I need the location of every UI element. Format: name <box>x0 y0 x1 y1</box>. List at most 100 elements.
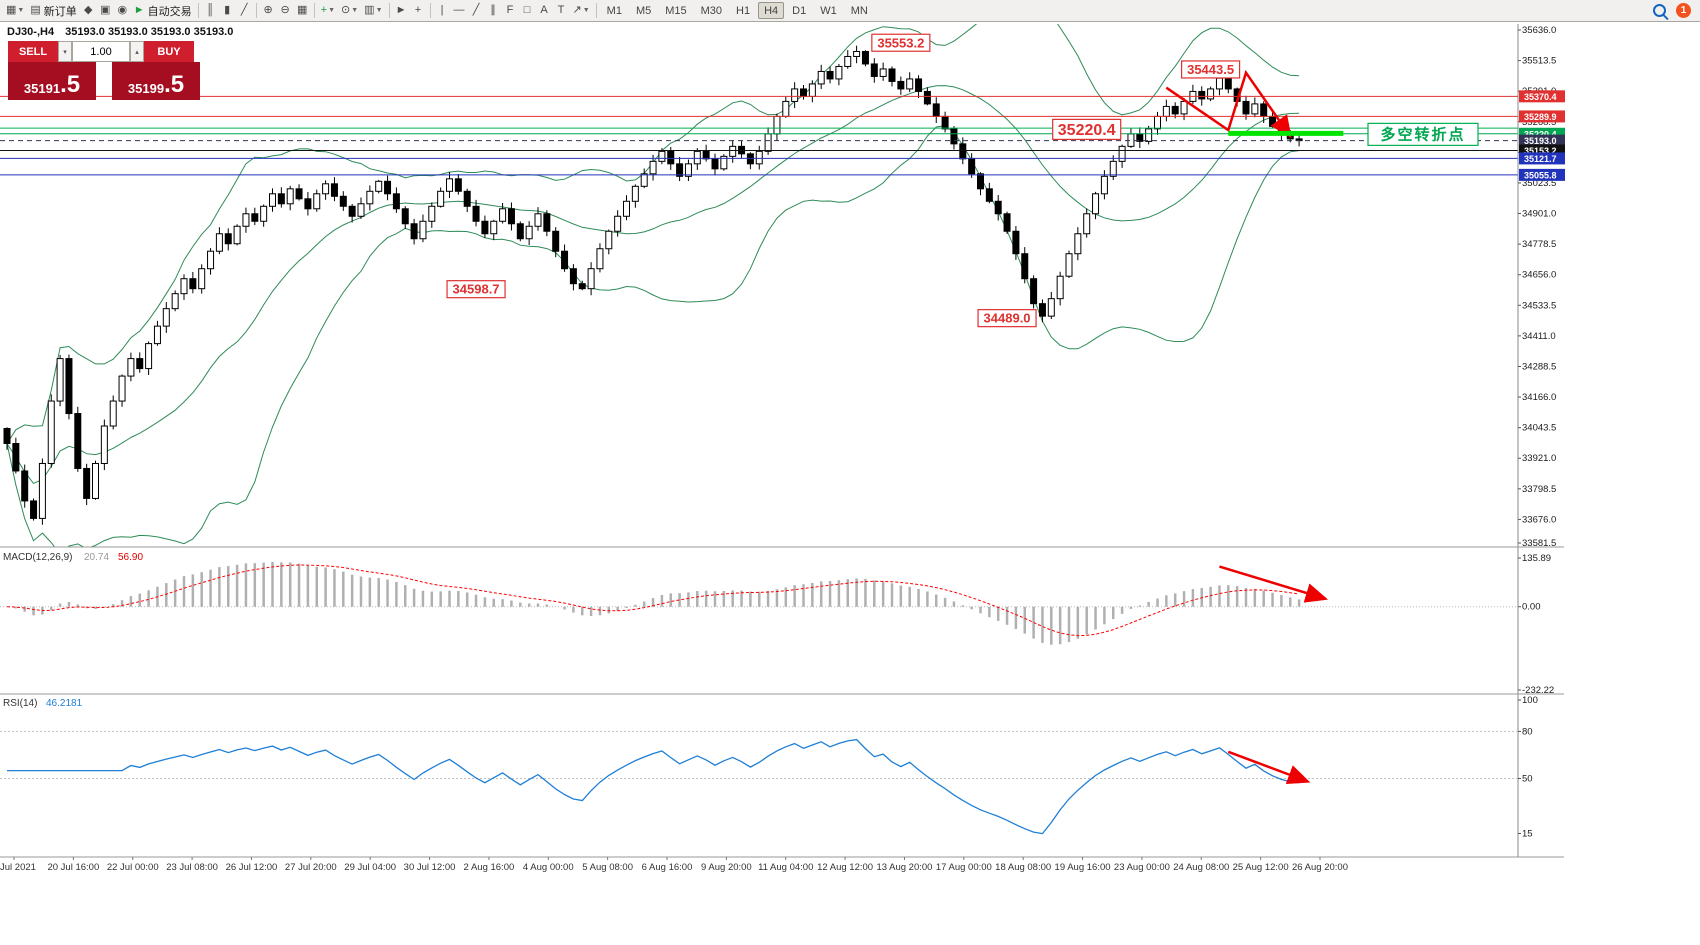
sell-price[interactable]: 35191.5 <box>8 62 96 100</box>
svg-text:35193.0: 35193.0 <box>1524 136 1557 146</box>
volume-input[interactable] <box>72 41 130 62</box>
chevron-down-icon: ▼ <box>351 7 359 14</box>
timeframe-mn-button[interactable]: MN <box>845 2 874 19</box>
search-icon <box>1653 4 1666 17</box>
timeframe-m15-button[interactable]: M15 <box>659 2 692 19</box>
trade-panel-gap <box>96 62 112 100</box>
autotrading-icon: ► <box>133 4 145 16</box>
timeframe-h4-button[interactable]: H4 <box>758 2 785 19</box>
equidistant-channel-icon: ∥ <box>490 4 496 16</box>
svg-text:23 Aug 00:00: 23 Aug 00:00 <box>1114 862 1170 873</box>
fibonacci-button[interactable]: F <box>502 2 519 20</box>
timeframe-h1-button[interactable]: H1 <box>730 2 756 19</box>
indicators-button[interactable]: + ▼ <box>318 2 338 20</box>
sell-button[interactable]: SELL <box>8 41 58 62</box>
svg-text:34288.5: 34288.5 <box>1522 361 1556 372</box>
svg-text:33676.0: 33676.0 <box>1522 514 1556 525</box>
zoom-out-button[interactable]: ⊖ <box>277 2 294 20</box>
line-chart-icon: ╱ <box>240 4 248 16</box>
metaeditor-button[interactable]: ◆ <box>80 2 97 20</box>
zoom-in-icon: ⊕ <box>263 4 273 16</box>
trendline-button[interactable]: ╱ <box>468 2 485 20</box>
svg-text:34901.0: 34901.0 <box>1522 209 1556 220</box>
notification-badge[interactable]: 1 <box>1676 3 1691 18</box>
trendline-icon: ╱ <box>472 4 480 16</box>
toolbar-separator <box>388 3 390 18</box>
candlestick-chart-button[interactable]: ▮ <box>219 2 236 20</box>
svg-text:多空转折点: 多空转折点 <box>1380 126 1465 144</box>
drawing-objects[interactable] <box>1165 69 1344 139</box>
svg-text:35153.2: 35153.2 <box>1524 146 1557 156</box>
svg-text:29 Jul 04:00: 29 Jul 04:00 <box>344 862 396 873</box>
toolbar-right-group: 1 <box>1648 1 1697 21</box>
vertical-line-button[interactable]: | <box>434 2 451 20</box>
svg-text:46.2181: 46.2181 <box>46 698 83 709</box>
line-chart-button[interactable]: ╱ <box>236 2 253 20</box>
svg-text:9 Jul 2021: 9 Jul 2021 <box>0 862 36 873</box>
price-annotation[interactable]: 35553.2 <box>871 33 931 52</box>
candles <box>3 45 1303 525</box>
bar-chart-icon: ║ <box>206 4 215 16</box>
svg-text:25 Aug 12:00: 25 Aug 12:00 <box>1233 862 1289 873</box>
crosshair-button[interactable]: + <box>410 2 427 20</box>
volume-increase-button[interactable]: ▴ <box>130 41 144 62</box>
new-chart-button[interactable]: ▦ ▼ <box>3 2 27 20</box>
svg-text:26 Aug 20:00: 26 Aug 20:00 <box>1292 862 1348 873</box>
terminal-button[interactable]: ▣ <box>97 2 114 20</box>
svg-text:-232.22: -232.22 <box>1522 685 1554 696</box>
zoom-in-button[interactable]: ⊕ <box>260 2 277 20</box>
price-axis[interactable]: 35636.035513.535391.035268.535146.035023… <box>1517 24 1565 857</box>
svg-text:20 Jul 16:00: 20 Jul 16:00 <box>47 862 99 873</box>
price-annotation[interactable]: 34489.0 <box>977 309 1037 328</box>
toolbar-left-group: ▦ ▼ ▤ 新订单 ◆ ▣ ◉ ► 自动交易 ║ ▮ ╱ ⊕ ⊖ ▦ + ▼ ⊙ ▼ ▥ ▼ ► + | — ╱ ∥ F □ A T ↗ ▼ <box>3 2 600 20</box>
bar-chart-button[interactable]: ║ <box>202 2 219 20</box>
svg-text:34778.5: 34778.5 <box>1522 239 1556 250</box>
toolbar-separator <box>255 3 257 18</box>
time-axis[interactable]: 9 Jul 2021 20 Jul 16:00 22 Jul 00:00 23 Jul… <box>0 857 1348 873</box>
macd-label: MACD(12,26,9) <box>3 552 72 563</box>
search-button[interactable] <box>1648 1 1671 21</box>
svg-text:33581.5: 33581.5 <box>1522 538 1556 549</box>
timeframe-m30-button[interactable]: M30 <box>695 2 728 19</box>
templates-button[interactable]: ▥ ▼ <box>361 2 385 20</box>
turning-point-annotation[interactable]: 多空转折点 <box>1367 122 1479 146</box>
svg-text:27 Jul 20:00: 27 Jul 20:00 <box>285 862 337 873</box>
rsi-panel[interactable]: 100 80 50 15 RSI(14) 46.2181 <box>0 695 1538 839</box>
timeframe-d1-button[interactable]: D1 <box>786 2 812 19</box>
arrow-tools-button[interactable]: ↗ ▼ <box>570 2 593 20</box>
text-label-button[interactable]: T <box>553 2 570 20</box>
svg-text:35553.2: 35553.2 <box>877 35 924 50</box>
autotrading-button[interactable]: ► 自动交易 <box>131 2 195 20</box>
timeframe-m5-button[interactable]: M5 <box>630 2 657 19</box>
buy-button[interactable]: BUY <box>144 41 194 62</box>
metaquotes-community-button[interactable]: ◉ <box>114 2 131 20</box>
trade-panel-prices: 35191.5 35199.5 <box>8 62 200 100</box>
tile-windows-button[interactable]: ▦ <box>294 2 311 20</box>
tile-windows-icon: ▦ <box>296 4 308 16</box>
templates-icon: ▥ <box>364 4 375 16</box>
svg-text:35220.4: 35220.4 <box>1524 129 1557 139</box>
price-annotation[interactable]: 35443.5 <box>1180 60 1241 79</box>
text-button[interactable]: A <box>536 2 553 20</box>
equidistant-channel-button[interactable]: ∥ <box>485 2 502 20</box>
horizontal-line-button[interactable]: — <box>451 2 468 20</box>
buy-price[interactable]: 35199.5 <box>112 62 200 100</box>
candlestick-chart-icon: ▮ <box>224 4 231 16</box>
volume-decrease-button[interactable]: ▾ <box>58 41 72 62</box>
new-order-button[interactable]: ▤ 新订单 <box>27 2 79 20</box>
macd-panel[interactable]: 135.89 0.00 -232.22 MACD(12,26,9) 20.74 56.90 <box>0 552 1554 696</box>
timeframe-m1-button[interactable]: M1 <box>601 2 628 19</box>
cursor-button[interactable]: ► <box>393 2 410 20</box>
periods-button[interactable]: ⊙ ▼ <box>338 2 361 20</box>
rsi-label: RSI(14) <box>3 698 37 709</box>
svg-text:4 Aug 00:00: 4 Aug 00:00 <box>523 862 574 873</box>
svg-text:34166.0: 34166.0 <box>1522 392 1556 403</box>
svg-text:15: 15 <box>1522 828 1533 839</box>
timeframe-w1-button[interactable]: W1 <box>814 2 843 19</box>
chevron-down-icon: ▼ <box>375 7 383 14</box>
shapes-button[interactable]: □ <box>519 2 536 20</box>
price-annotation[interactable]: 35220.4 <box>1052 118 1122 140</box>
timeframe-toolbar: M1 M5 M15 M30 H1 H4 D1 W1 MN <box>600 2 875 19</box>
price-annotation[interactable]: 34598.7 <box>446 280 506 299</box>
